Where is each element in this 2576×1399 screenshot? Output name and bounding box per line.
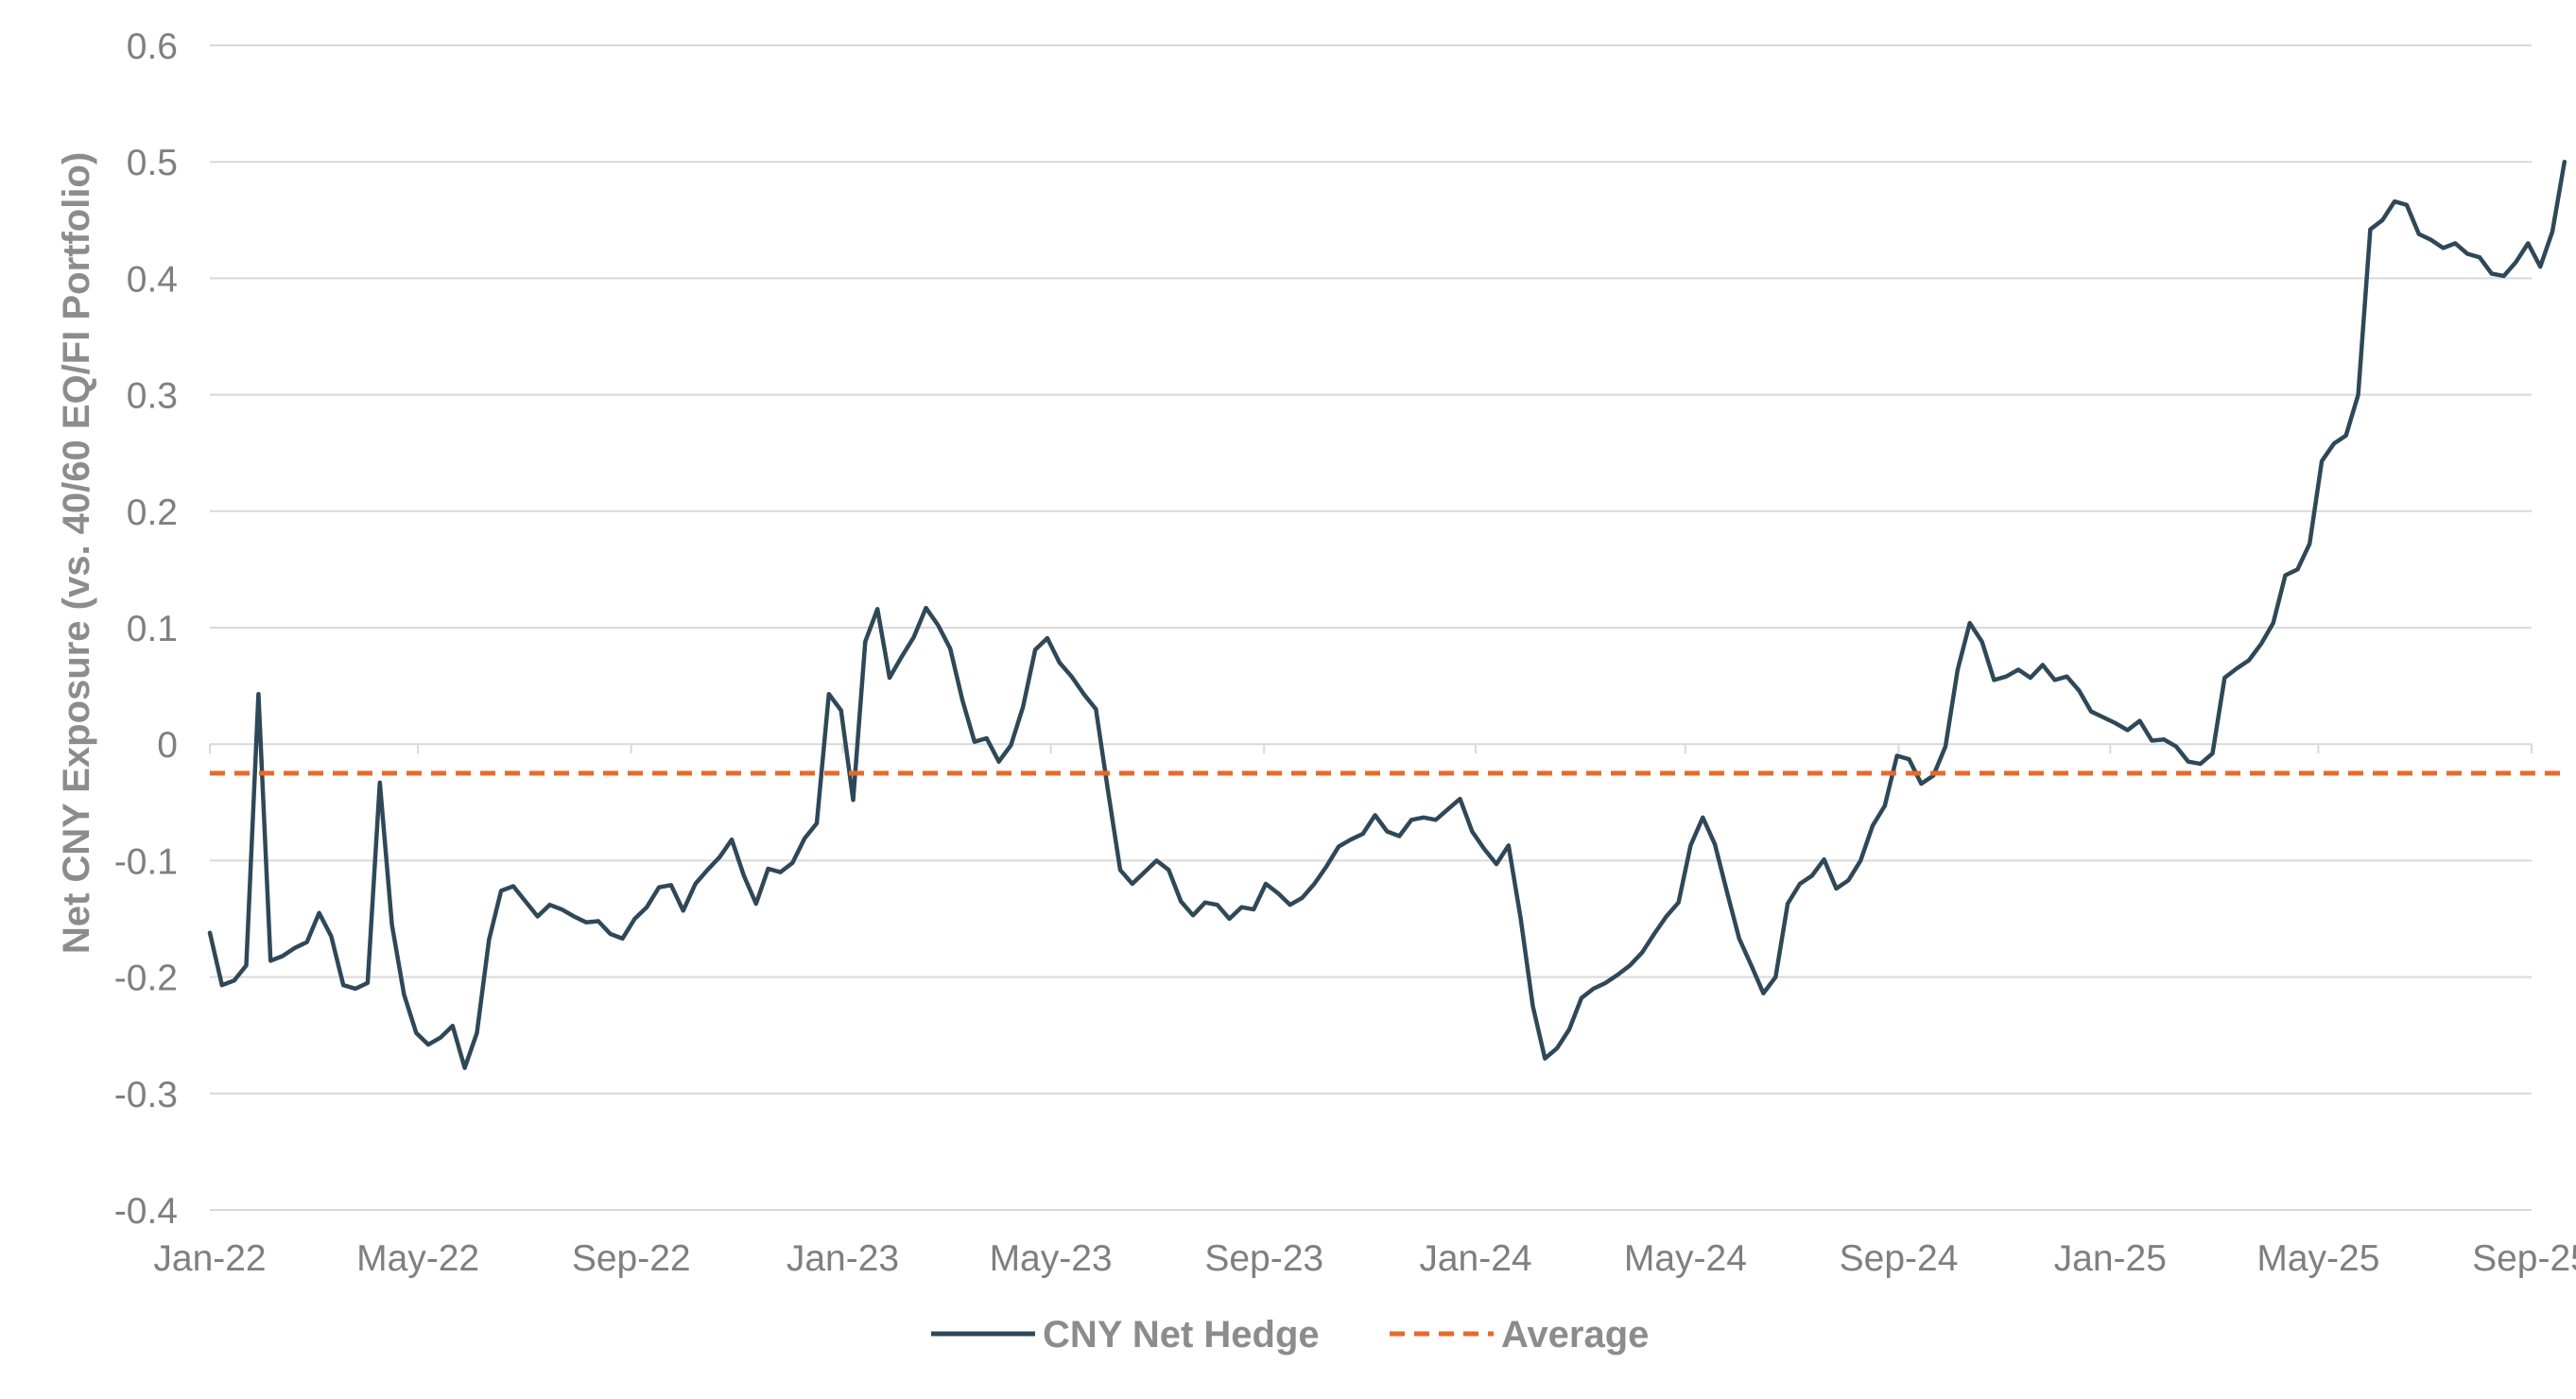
legend-label-average: Average <box>1501 1314 1649 1356</box>
x-axis-ticks: Jan-22 May-22 Sep-22 Jan-23 May-23 Sep-23 Jan-… <box>153 744 2576 1279</box>
y-tick-label-10: -0.4 <box>114 1191 178 1232</box>
x-tick-label-10: May-25 <box>2256 1238 2379 1279</box>
y-tick-label-7: -0.1 <box>114 841 178 882</box>
y-tick-label-8: -0.2 <box>114 959 178 999</box>
y-tick-label-3: 0.3 <box>127 376 178 417</box>
x-tick-label-9: Jan-25 <box>2054 1238 2167 1279</box>
series-layer <box>207 159 2567 1070</box>
y-tick-label-4: 0.2 <box>127 492 178 533</box>
x-tick-label-11: Sep-25 <box>2472 1238 2576 1279</box>
x-tick-label-7: May-24 <box>1624 1238 1747 1279</box>
y-axis-title: Net CNY Exposure (vs. 40/60 EQ/FI Portfo… <box>56 152 97 954</box>
y-tick-label-0: 0.6 <box>127 26 178 67</box>
legend: CNY Net Hedge Average <box>931 1314 1649 1356</box>
y-tick-label-6: 0 <box>157 725 178 766</box>
legend-label-cny-net-hedge: CNY Net Hedge <box>1043 1314 1320 1356</box>
x-tick-label-2: Sep-22 <box>572 1238 691 1279</box>
x-tick-label-5: Sep-23 <box>1204 1238 1323 1279</box>
y-tick-label-2: 0.4 <box>127 259 178 300</box>
y-tick-label-1: 0.5 <box>127 143 178 183</box>
x-tick-label-6: Jan-24 <box>1419 1238 1531 1279</box>
series-line-cny-net-hedge <box>207 159 2567 1070</box>
x-tick-label-3: Jan-23 <box>787 1238 899 1279</box>
grid-layer <box>210 44 2532 1211</box>
x-tick-label-4: May-23 <box>990 1238 1113 1279</box>
y-tick-label-5: 0.1 <box>127 609 178 649</box>
x-tick-label-0: Jan-22 <box>153 1238 266 1279</box>
x-tick-label-1: May-22 <box>356 1238 479 1279</box>
y-tick-label-9: -0.3 <box>114 1075 178 1115</box>
y-axis-ticks: 0.6 0.5 0.4 0.3 0.2 0.1 0 -0.1 -0.2 -0.3 -0.4 <box>114 26 178 1232</box>
x-tick-label-8: Sep-24 <box>1840 1238 1959 1279</box>
